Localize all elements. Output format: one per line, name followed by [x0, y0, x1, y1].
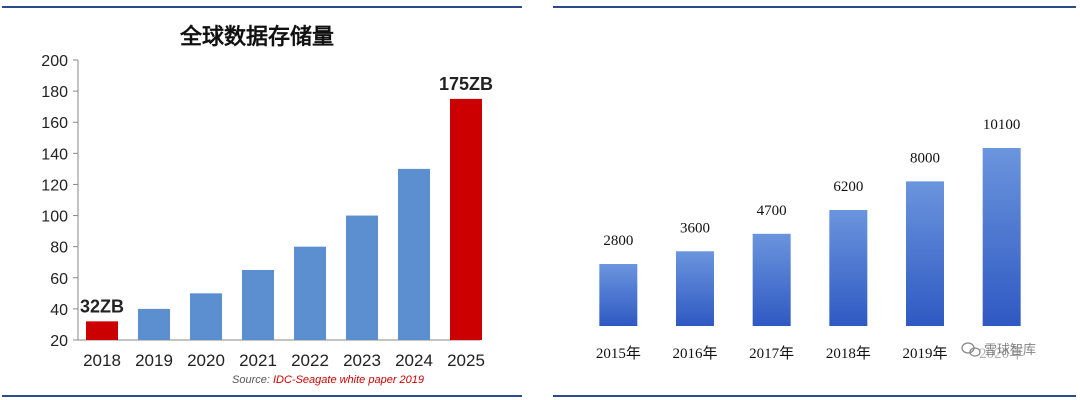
data-label-2020年: 10100 — [983, 117, 1021, 133]
y-tick-label: 120 — [41, 177, 68, 194]
x-tick-label: 2020 — [187, 351, 225, 370]
bar-2018 — [86, 321, 118, 340]
x-tick-label: 2018年 — [826, 345, 871, 362]
data-label-2018年: 6200 — [833, 179, 863, 195]
x-tick-label: 2019年 — [902, 345, 947, 362]
y-tick-label: 100 — [41, 209, 68, 226]
bar-2025 — [450, 98, 482, 340]
right-chart: 2800 3600 4700 6200 8000 10100 2015年 2016年 2017… — [596, 117, 1036, 362]
y-tick-label: 160 — [41, 115, 68, 132]
data-label-2016年: 3600 — [680, 220, 710, 236]
watermark-text: 雪球智库 — [984, 342, 1036, 358]
source-label: Source: — [232, 374, 273, 386]
bar-2019年 — [906, 181, 944, 326]
y-tick-label: 40 — [50, 302, 68, 319]
source-note: Source: IDC-Seagate white paper 2019 — [232, 374, 424, 386]
x-tick-label: 2015年 — [596, 345, 641, 362]
watermark: 雪球智库 — [961, 342, 1036, 358]
data-label-2019年: 8000 — [910, 150, 940, 166]
data-label-2025: 175ZB — [439, 74, 493, 94]
bar-2018年 — [829, 209, 868, 326]
left-chart: 全球数据存储量 20 40 60 80 100 120 140 160 180 200 2018 2… — [41, 24, 493, 386]
x-tick-label: 2023 — [343, 351, 381, 370]
y-tick-label: 140 — [41, 146, 68, 163]
y-tick-label: 80 — [50, 240, 68, 257]
bar-2020年 — [982, 148, 1021, 326]
y-tick-label: 180 — [41, 84, 68, 101]
x-tick-label: 2024 — [395, 351, 433, 370]
bar-2019 — [138, 308, 170, 340]
source-text: IDC-Seagate white paper 2019 — [273, 374, 424, 386]
x-tick-label: 2025 — [447, 351, 485, 370]
x-tick-label: 2016年 — [672, 345, 717, 362]
x-tick-label: 2018 — [83, 351, 121, 370]
bar-2020 — [190, 293, 222, 340]
bar-2015年 — [599, 264, 638, 326]
y-tick-label: 20 — [50, 333, 68, 350]
bar-2024 — [398, 168, 430, 340]
data-label-2018: 32ZB — [80, 296, 124, 316]
x-tick-label: 2017年 — [749, 345, 794, 362]
bar-2017年 — [752, 233, 791, 326]
data-label-2015年: 2800 — [603, 233, 633, 249]
x-tick-label: 2020年 — [979, 345, 1024, 362]
x-tick-label: 2021 — [239, 351, 277, 370]
wechat-icon — [961, 342, 981, 357]
bar-2023 — [346, 215, 378, 340]
y-tick-label: 200 — [41, 53, 68, 70]
data-label-2017年: 4700 — [757, 203, 787, 219]
bar-2022 — [294, 246, 326, 340]
left-chart-title: 全球数据存储量 — [179, 24, 334, 50]
x-tick-label: 2022 — [291, 351, 329, 370]
x-tick-label: 2019 — [135, 351, 173, 370]
bar-2016年 — [676, 251, 714, 326]
bar-2021 — [242, 270, 274, 340]
y-tick-label: 60 — [50, 271, 68, 288]
